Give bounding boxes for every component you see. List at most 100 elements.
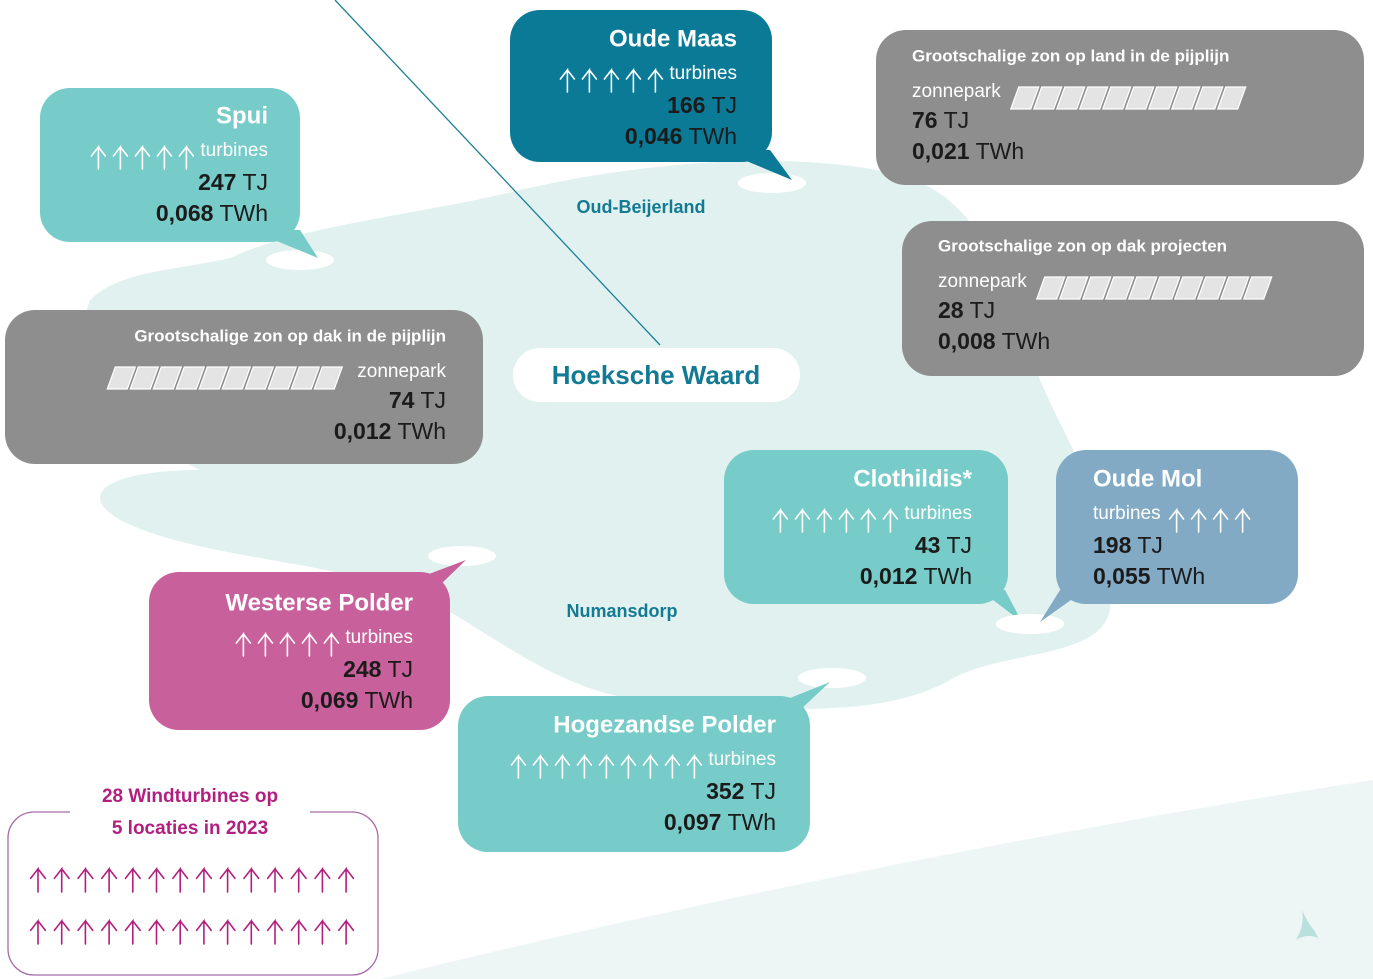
turbine-icon — [323, 631, 340, 657]
turbine-icon — [772, 507, 789, 533]
turbine-icon — [172, 866, 189, 893]
pointer-line — [334, 0, 661, 346]
turbines-label: turbines — [1093, 503, 1161, 524]
energy-value: 352 TJ — [706, 778, 776, 804]
turbine-icon — [860, 507, 877, 533]
turbines-label: turbines — [708, 749, 776, 770]
title-pill — [513, 348, 800, 402]
turbine-icon — [148, 866, 165, 893]
energy-unit: TJ — [420, 387, 446, 413]
turbine-icon — [337, 918, 355, 945]
energy-number: 352 — [706, 778, 744, 804]
callout-bubble — [149, 572, 450, 730]
energy-unit: TJ — [750, 778, 776, 804]
solar-label: zonnepark — [912, 81, 1001, 102]
turbine-icon — [53, 866, 70, 893]
energy-unit: TJ — [711, 92, 737, 118]
energy-number: 0,068 — [156, 200, 214, 226]
turbine-icon — [90, 144, 107, 170]
solar-panel-icon — [106, 366, 137, 390]
solar-panel-icon — [152, 366, 183, 390]
solar-panel-icon — [1170, 86, 1201, 110]
turbine-icon — [100, 918, 118, 945]
turbine-icon — [266, 918, 284, 945]
turbine-icon — [554, 753, 571, 779]
solar-panel-icon — [1035, 276, 1066, 300]
turbine-icon — [314, 918, 331, 945]
summary-turbines — [29, 866, 355, 945]
solar-panel-icon — [1078, 86, 1109, 110]
energy-number: 247 — [198, 169, 236, 195]
energy-unit: TJ — [944, 107, 970, 133]
callout-bubble — [40, 88, 300, 242]
solar-panel-icon — [1101, 86, 1132, 110]
solar-panel-icon — [1216, 86, 1247, 110]
solar-panel-icon — [290, 366, 321, 390]
turbine-icon — [124, 866, 141, 893]
location-name: Spui — [216, 102, 268, 129]
turbine-icon — [148, 918, 165, 945]
turbine-icon — [243, 918, 260, 945]
turbine-icon — [664, 753, 681, 779]
map-title: Hoeksche Waard — [552, 360, 761, 390]
energy-unit: TJ — [242, 169, 268, 195]
solar-panel-icon — [1124, 86, 1155, 110]
turbine-icon — [510, 753, 527, 779]
energy-number: 76 — [912, 107, 938, 133]
location-name: Oude Mol — [1093, 465, 1202, 492]
turbine-icon — [603, 67, 620, 93]
solar-panel-icon — [267, 366, 298, 390]
turbine-icon — [559, 67, 576, 93]
energy-number: 248 — [343, 656, 382, 682]
turbine-row — [772, 507, 899, 533]
turbine-icon — [134, 144, 151, 170]
solar-panel-icon — [1104, 276, 1135, 300]
place-label: Numansdorp — [566, 601, 677, 621]
solar-panel-icon — [129, 366, 160, 390]
turbine-icon — [598, 753, 615, 779]
energy-value: 0,068 TWh — [156, 200, 268, 226]
energy-unit: TJ — [970, 297, 996, 323]
solar-panel-icon — [1081, 276, 1112, 300]
energy-number: 0,012 — [334, 418, 392, 444]
turbine-icon — [219, 918, 236, 945]
turbine-icon — [172, 918, 189, 945]
turbine-icon — [1168, 507, 1185, 533]
solar-panel-icon — [1219, 276, 1250, 300]
bottom-shape — [380, 780, 1373, 979]
energy-unit: TJ — [946, 532, 972, 558]
energy-value: 76 TJ — [912, 107, 969, 133]
turbines-label: turbines — [345, 627, 413, 648]
turbine-icon — [838, 507, 855, 533]
map-spot — [428, 546, 496, 566]
turbine-icon — [642, 753, 659, 779]
turbine-row — [90, 144, 195, 170]
energy-value: 0,021 TWh — [912, 138, 1024, 164]
summary-line: 28 Windturbines op — [102, 786, 278, 807]
energy-number: 198 — [1093, 532, 1132, 558]
turbine-icon — [581, 67, 598, 93]
solar-panel-icon — [1242, 276, 1273, 300]
turbine-icon — [156, 144, 173, 170]
map-spot — [266, 250, 334, 270]
turbine-icon — [77, 918, 94, 945]
place-label: Oud-Beijerland — [576, 197, 705, 217]
energy-number: 0,069 — [301, 687, 359, 713]
solar-panel-icon — [175, 366, 206, 390]
solar-panel-icon — [1055, 86, 1086, 110]
location-name: Hogezandse Polder — [553, 711, 776, 738]
energy-number: 0,008 — [938, 328, 996, 354]
energy-unit: TWh — [727, 809, 776, 835]
solar-panel-icon — [1147, 86, 1178, 110]
turbine-icon — [178, 144, 195, 170]
turbine-icon — [29, 918, 47, 945]
turbine-icon — [625, 67, 642, 93]
solar-panel-icon — [1009, 86, 1040, 110]
energy-number: 74 — [389, 387, 415, 413]
turbine-icon — [647, 67, 664, 93]
energy-value: 198 TJ — [1093, 532, 1163, 558]
turbine-icon — [532, 753, 549, 779]
energy-number: 0,055 — [1093, 563, 1151, 589]
turbine-row — [510, 753, 703, 779]
turbine-icon — [279, 631, 296, 657]
